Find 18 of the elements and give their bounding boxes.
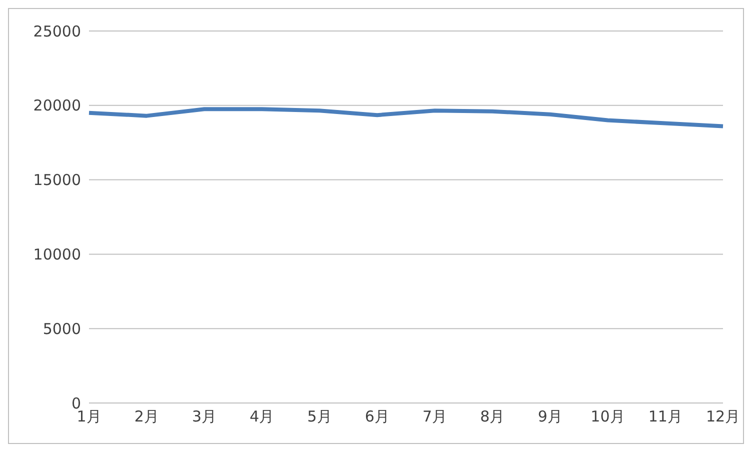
x-tick-label: 12月 [706,408,740,426]
line-series [87,107,725,128]
y-tick-label: 5000 [42,320,81,338]
x-tick-label: 2月 [134,408,159,426]
x-tick-label: 11月 [648,408,682,426]
y-tick-label: 10000 [33,246,81,264]
x-tick-label: 4月 [250,408,274,426]
x-tick-label: 7月 [422,408,448,426]
y-tick-label: 20000 [33,96,81,115]
y-tick-label: 15000 [33,171,81,190]
x-tick-label: 1月 [76,408,102,426]
x-tick-label: 9月 [538,408,562,426]
x-tick-label: 10月 [590,408,625,426]
x-tick-label: 5月 [307,408,332,426]
y-tick-label: 25000 [33,22,81,40]
x-tick-label: 6月 [364,408,390,426]
x-tick-label: 3月 [192,408,217,426]
x-tick-label: 8月 [480,408,505,426]
